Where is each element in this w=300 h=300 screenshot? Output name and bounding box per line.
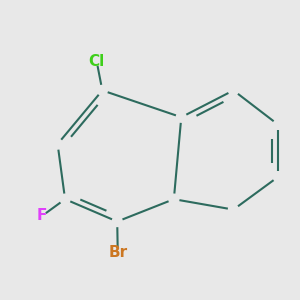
- Text: Br: Br: [108, 245, 127, 260]
- Text: F: F: [37, 208, 47, 223]
- Text: Cl: Cl: [88, 54, 105, 69]
